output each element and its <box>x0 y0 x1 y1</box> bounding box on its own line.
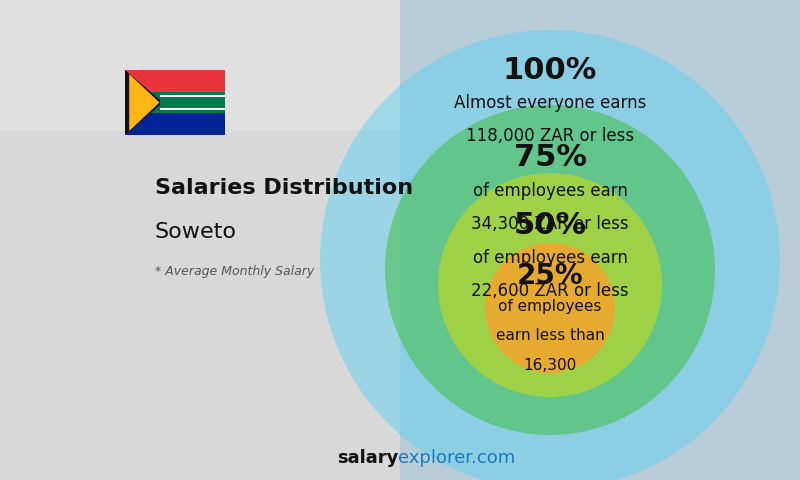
Polygon shape <box>130 74 159 131</box>
Text: 16,300: 16,300 <box>523 359 577 373</box>
Bar <box>159 97 225 108</box>
Polygon shape <box>125 70 163 135</box>
Bar <box>400 0 800 480</box>
Text: 100%: 100% <box>503 56 597 84</box>
Text: 22,600 ZAR or less: 22,600 ZAR or less <box>471 282 629 300</box>
Text: 50%: 50% <box>514 211 586 240</box>
Circle shape <box>438 173 662 397</box>
Circle shape <box>320 30 780 480</box>
Bar <box>159 95 225 110</box>
Text: of employees: of employees <box>498 299 602 313</box>
Bar <box>0 0 400 480</box>
Text: of employees earn: of employees earn <box>473 249 627 267</box>
Bar <box>125 113 225 135</box>
Text: 118,000 ZAR or less: 118,000 ZAR or less <box>466 127 634 145</box>
Text: * Average Monthly Salary: * Average Monthly Salary <box>155 265 314 278</box>
Text: of employees earn: of employees earn <box>473 182 627 200</box>
Text: Salaries Distribution: Salaries Distribution <box>155 178 413 198</box>
Text: 34,300 ZAR or less: 34,300 ZAR or less <box>471 215 629 233</box>
Text: Soweto: Soweto <box>155 222 237 242</box>
Circle shape <box>485 243 615 373</box>
Text: explorer.com: explorer.com <box>398 449 515 467</box>
Bar <box>125 70 225 92</box>
Text: 75%: 75% <box>514 144 586 172</box>
Text: Almost everyone earns: Almost everyone earns <box>454 94 646 112</box>
Text: earn less than: earn less than <box>496 328 604 344</box>
Text: salary: salary <box>337 449 398 467</box>
Text: 25%: 25% <box>517 262 583 290</box>
Circle shape <box>385 105 715 435</box>
Bar <box>0 0 400 130</box>
Bar <box>125 92 225 113</box>
